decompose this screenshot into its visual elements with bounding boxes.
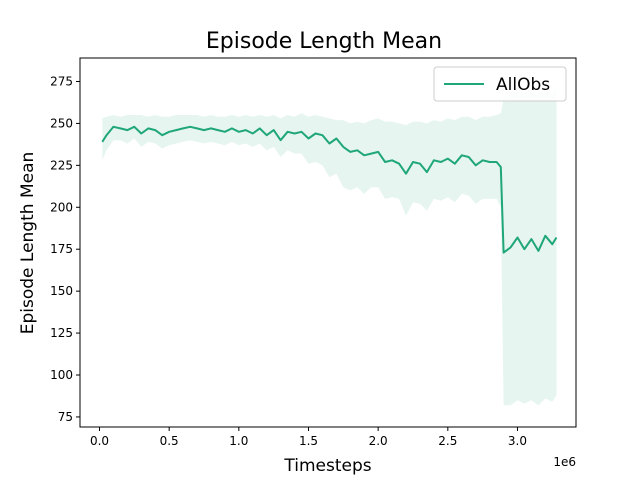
x-tick-label: 0.0 xyxy=(90,434,109,448)
y-tick-label: 75 xyxy=(58,410,73,424)
y-tick-label: 275 xyxy=(50,74,73,88)
y-tick-label: 175 xyxy=(50,242,73,256)
legend-box xyxy=(433,66,567,102)
plot-frame xyxy=(79,57,577,428)
y-tick-label: 125 xyxy=(50,326,73,340)
x-tick-label: 1.5 xyxy=(299,434,318,448)
y-tick-label: 225 xyxy=(50,158,73,172)
legend-label-allobs: AllObs xyxy=(496,75,550,95)
y-axis-label: Episode Length Mean xyxy=(18,152,38,335)
confidence-band-allobs xyxy=(102,86,557,406)
y-tick-label: 250 xyxy=(50,116,73,130)
x-axis-offset-label: 1e6 xyxy=(553,455,576,469)
y-tick-label: 200 xyxy=(50,200,73,214)
y-tick-label: 150 xyxy=(50,284,73,298)
chart-title: Episode Length Mean xyxy=(206,29,442,54)
series-line-allobs xyxy=(101,125,558,254)
x-tick-label: 0.5 xyxy=(160,434,179,448)
plot-marks xyxy=(101,86,558,406)
x-tick-label: 2.5 xyxy=(438,434,457,448)
x-axis-label: Timesteps xyxy=(283,456,371,476)
y-tick-label: 100 xyxy=(50,368,73,382)
legend: AllObs xyxy=(433,66,567,102)
y-axis-ticks: 75 100 125 150 175 200 225 250 275 xyxy=(50,74,80,424)
x-axis-ticks: 0.0 0.5 1.0 1.5 2.0 2.5 3.0 xyxy=(90,427,527,448)
x-tick-label: 1.0 xyxy=(229,434,248,448)
x-tick-label: 2.0 xyxy=(369,434,388,448)
x-tick-label: 3.0 xyxy=(508,434,527,448)
